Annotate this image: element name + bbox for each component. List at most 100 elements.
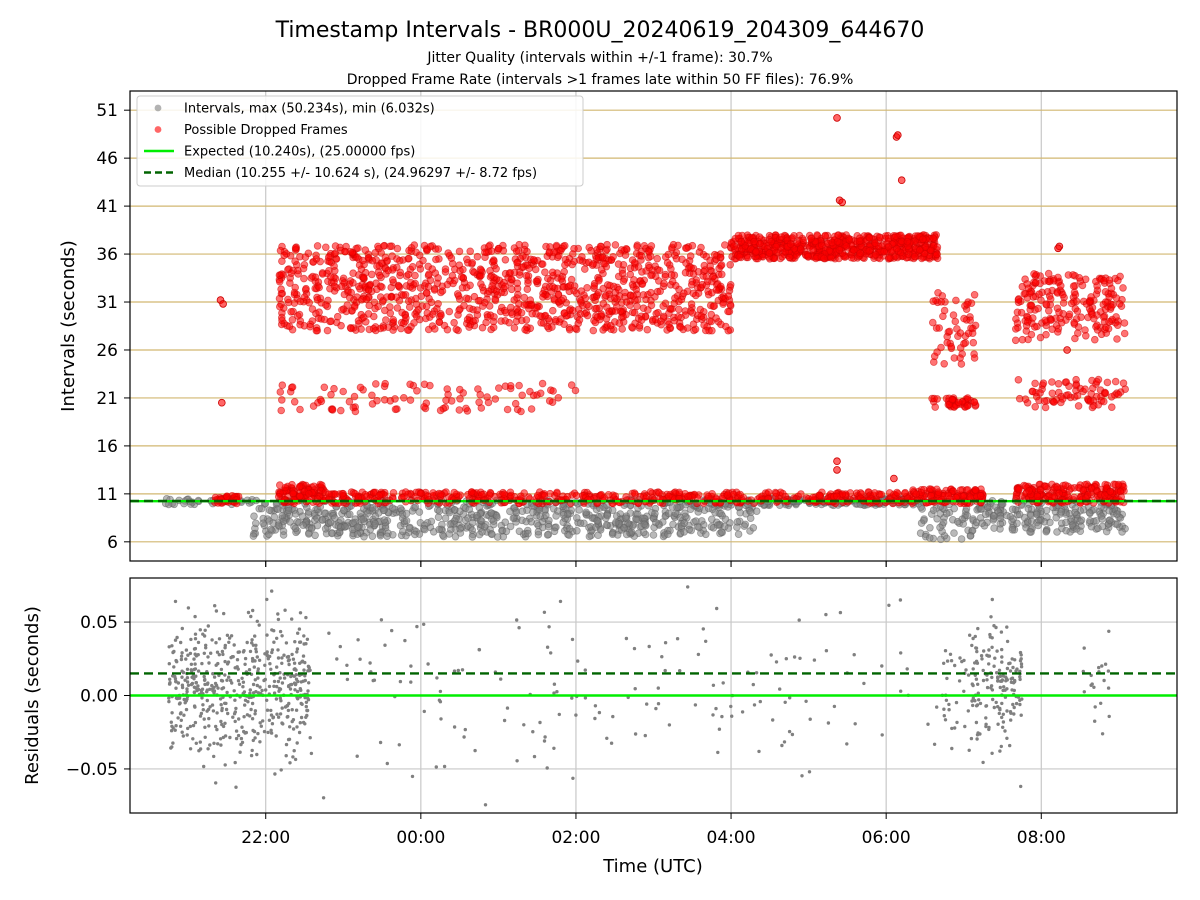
dropped-frame-point <box>450 265 459 274</box>
residual-point <box>274 697 279 701</box>
dropped-frame-point <box>1093 321 1101 330</box>
residual-point <box>305 637 310 641</box>
residual-point <box>169 729 174 733</box>
dropped-frame-point <box>765 249 774 257</box>
dropped-frame-point <box>284 295 292 304</box>
dropped-frame-point <box>682 244 691 252</box>
residual-point <box>191 737 195 741</box>
dropped-frame-point <box>636 492 645 501</box>
dropped-frame-point <box>560 320 568 329</box>
residual-point <box>269 708 273 713</box>
dropped-frame-point <box>601 291 610 300</box>
dropped-frame-point <box>404 297 413 306</box>
dropped-frame-point <box>331 242 340 250</box>
dropped-frame-point <box>897 176 906 185</box>
dropped-frame-point <box>580 265 589 273</box>
dropped-frame-point <box>871 239 879 247</box>
dropped-frame-point <box>719 300 727 308</box>
dropped-frame-point <box>389 315 398 324</box>
residual-point <box>205 688 209 692</box>
residual-point <box>234 736 239 741</box>
residual-point <box>223 659 227 664</box>
dropped-frame-point <box>1065 310 1074 319</box>
residual-point <box>234 706 238 711</box>
dropped-frame-point <box>426 276 435 285</box>
dropped-frame-point <box>577 297 585 305</box>
dropped-frame-point <box>276 388 285 396</box>
dropped-frame-point <box>1048 389 1057 398</box>
residual-point <box>213 681 218 686</box>
x-tick-label: 04:00 <box>707 828 756 848</box>
residual-point <box>202 678 207 682</box>
dropped-frame-point <box>963 402 971 410</box>
dropped-frame-point <box>450 318 458 327</box>
dropped-frame-point <box>835 246 844 254</box>
dropped-frame-point <box>764 488 773 497</box>
interval-point <box>544 522 553 531</box>
dropped-frame-point <box>506 268 515 277</box>
interval-point <box>981 510 990 519</box>
dropped-frame-point <box>529 391 538 400</box>
dropped-frame-point <box>467 488 476 496</box>
dropped-frame-point <box>969 338 978 347</box>
residual-point <box>188 724 193 729</box>
residual-point <box>170 724 174 728</box>
dropped-frame-point <box>324 253 333 262</box>
dropped-frame-point <box>602 247 610 255</box>
residual-point <box>182 713 186 717</box>
dropped-frame-point <box>278 270 286 278</box>
residual-point <box>282 653 286 657</box>
dropped-frame-point <box>676 323 685 332</box>
residual-point <box>196 653 200 657</box>
residual-point <box>256 676 260 680</box>
residual-point <box>266 730 270 735</box>
dropped-frame-point <box>277 396 286 404</box>
interval-point <box>353 523 362 531</box>
residual-point <box>179 657 184 662</box>
dropped-frame-point <box>931 403 939 411</box>
residual-point <box>264 688 268 692</box>
dropped-frame-point <box>709 272 717 281</box>
dropped-frame-point <box>1069 282 1078 291</box>
interval-point <box>1002 511 1011 520</box>
interval-point <box>360 532 368 541</box>
dropped-frame-point <box>287 307 295 316</box>
dropped-frame-point <box>1045 277 1054 286</box>
residual-point <box>265 650 269 654</box>
residual-point <box>196 687 201 691</box>
dropped-frame-point <box>290 397 299 406</box>
x-tick-label: 02:00 <box>551 828 600 848</box>
dropped-frame-point <box>1077 313 1085 322</box>
dropped-frame-point <box>548 268 557 277</box>
dropped-frame-point <box>971 486 980 494</box>
residual-point <box>236 733 241 738</box>
dropped-frame-point <box>437 311 445 320</box>
residual-point <box>214 609 219 613</box>
residual-point <box>206 681 210 685</box>
dropped-frame-point <box>287 269 296 278</box>
dropped-frame-point <box>856 249 864 258</box>
dropped-frame-point <box>420 380 429 389</box>
dropped-frame-point <box>1039 379 1048 388</box>
dropped-frame-point <box>275 277 284 286</box>
interval-point <box>450 505 459 514</box>
residual-point <box>276 612 280 616</box>
residual-point <box>200 661 204 666</box>
residual-point <box>285 704 289 708</box>
interval-point <box>573 526 581 535</box>
dropped-frame-point <box>416 265 425 273</box>
residual-point <box>254 650 258 654</box>
dropped-frame-point <box>560 241 569 250</box>
residual-point <box>203 725 207 729</box>
residual-point <box>235 658 240 662</box>
residual-point <box>291 727 296 731</box>
residual-point <box>287 737 292 741</box>
residual-point <box>193 637 198 641</box>
residual-point <box>184 707 189 712</box>
residual-point <box>240 676 244 680</box>
residual-point <box>265 654 270 658</box>
residual-point <box>214 724 218 729</box>
dropped-frame-point <box>308 305 317 313</box>
residual-point <box>250 638 254 642</box>
residual-point <box>272 640 276 644</box>
